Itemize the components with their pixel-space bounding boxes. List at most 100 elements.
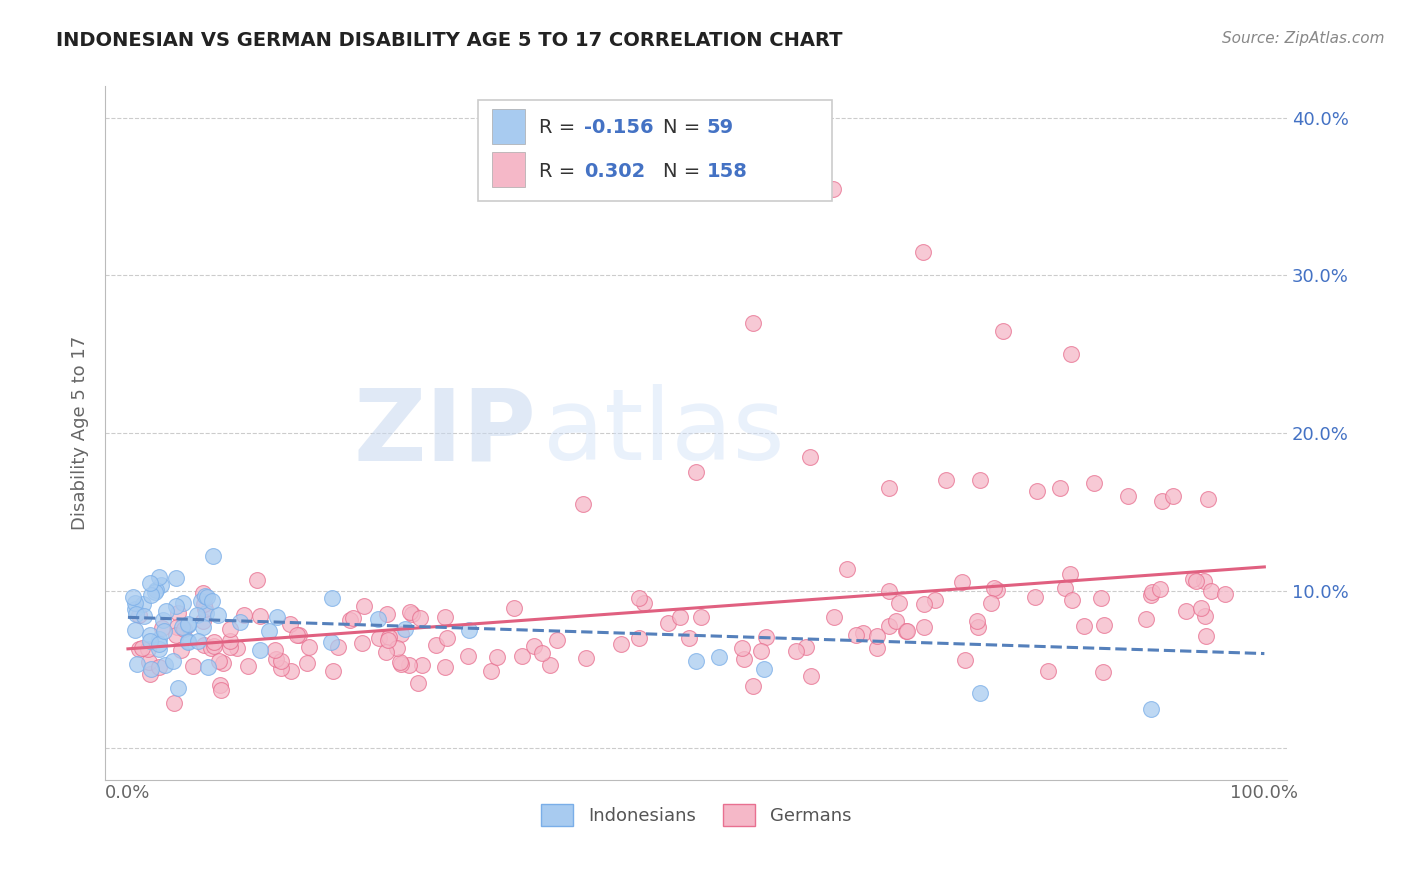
Point	[538, 657, 561, 672]
Point	[233, 607, 256, 622]
Point	[353, 599, 375, 614]
Point	[202, 549, 225, 564]
Point	[741, 679, 763, 693]
Point	[685, 655, 707, 669]
Point	[1060, 347, 1083, 361]
Point	[155, 604, 177, 618]
Point	[409, 611, 432, 625]
Point	[1116, 489, 1139, 503]
Point	[194, 606, 217, 620]
Point	[1181, 572, 1204, 586]
Point	[139, 575, 162, 590]
Point	[181, 658, 204, 673]
Point	[150, 621, 173, 635]
Point	[200, 594, 222, 608]
Point	[1091, 665, 1114, 679]
Point	[398, 657, 420, 672]
Point	[865, 629, 887, 643]
Point	[530, 646, 553, 660]
Point	[138, 667, 160, 681]
Point	[1049, 481, 1071, 495]
Point	[326, 640, 349, 654]
Point	[167, 681, 190, 696]
Point	[1073, 618, 1095, 632]
Point	[1197, 492, 1219, 507]
Point	[207, 607, 229, 622]
Point	[1192, 574, 1215, 588]
Text: Source: ZipAtlas.com: Source: ZipAtlas.com	[1222, 31, 1385, 46]
Point	[1060, 592, 1083, 607]
Point	[912, 597, 935, 611]
Point	[1174, 603, 1197, 617]
Point	[172, 596, 194, 610]
Point	[821, 182, 844, 196]
Point	[980, 596, 1002, 610]
Point	[733, 652, 755, 666]
Bar	[492, 153, 524, 187]
Point	[685, 466, 707, 480]
Point	[879, 481, 901, 495]
Point	[139, 662, 162, 676]
Text: R =: R =	[538, 162, 582, 181]
Point	[368, 631, 391, 645]
Point	[225, 641, 247, 656]
Point	[406, 676, 429, 690]
Point	[1194, 629, 1216, 643]
Point	[1149, 582, 1171, 597]
Point	[1139, 702, 1161, 716]
Point	[257, 624, 280, 639]
Point	[170, 642, 193, 657]
Point	[935, 473, 957, 487]
Point	[479, 665, 502, 679]
Point	[150, 578, 173, 592]
Point	[148, 642, 170, 657]
Point	[523, 639, 546, 653]
Point	[896, 624, 918, 639]
Point	[433, 660, 456, 674]
Point	[190, 593, 212, 607]
Point	[238, 659, 260, 673]
Point	[457, 623, 479, 637]
Point	[209, 677, 232, 691]
Point	[197, 660, 219, 674]
Point	[1194, 609, 1216, 624]
Point	[208, 654, 231, 668]
Point	[986, 582, 1008, 597]
Point	[575, 651, 598, 665]
Point	[202, 639, 225, 653]
Point	[983, 581, 1005, 595]
Point	[200, 640, 222, 655]
Point	[754, 662, 776, 676]
Point	[401, 607, 423, 621]
Text: 0.302: 0.302	[583, 162, 645, 181]
Point	[321, 591, 343, 606]
Point	[125, 657, 148, 671]
Text: N =: N =	[664, 119, 707, 137]
Point	[1140, 588, 1163, 602]
Point	[375, 645, 398, 659]
Point	[1059, 567, 1081, 582]
Point	[193, 638, 215, 652]
Point	[148, 632, 170, 646]
Point	[1213, 587, 1236, 601]
Point	[367, 612, 389, 626]
Point	[627, 591, 650, 606]
Point	[991, 324, 1014, 338]
Y-axis label: Disability Age 5 to 17: Disability Age 5 to 17	[72, 336, 89, 530]
Point	[266, 609, 288, 624]
Point	[1140, 585, 1163, 599]
Point	[394, 622, 416, 636]
Point	[167, 607, 190, 621]
Point	[633, 596, 655, 610]
Point	[887, 596, 910, 610]
Point	[125, 607, 148, 622]
Point	[877, 583, 900, 598]
Text: atlas: atlas	[543, 384, 785, 482]
Point	[884, 614, 907, 628]
Text: R =: R =	[538, 119, 582, 137]
Point	[229, 615, 252, 629]
Point	[628, 632, 651, 646]
Point	[165, 599, 187, 614]
Point	[749, 643, 772, 657]
Text: -0.156: -0.156	[583, 119, 654, 137]
